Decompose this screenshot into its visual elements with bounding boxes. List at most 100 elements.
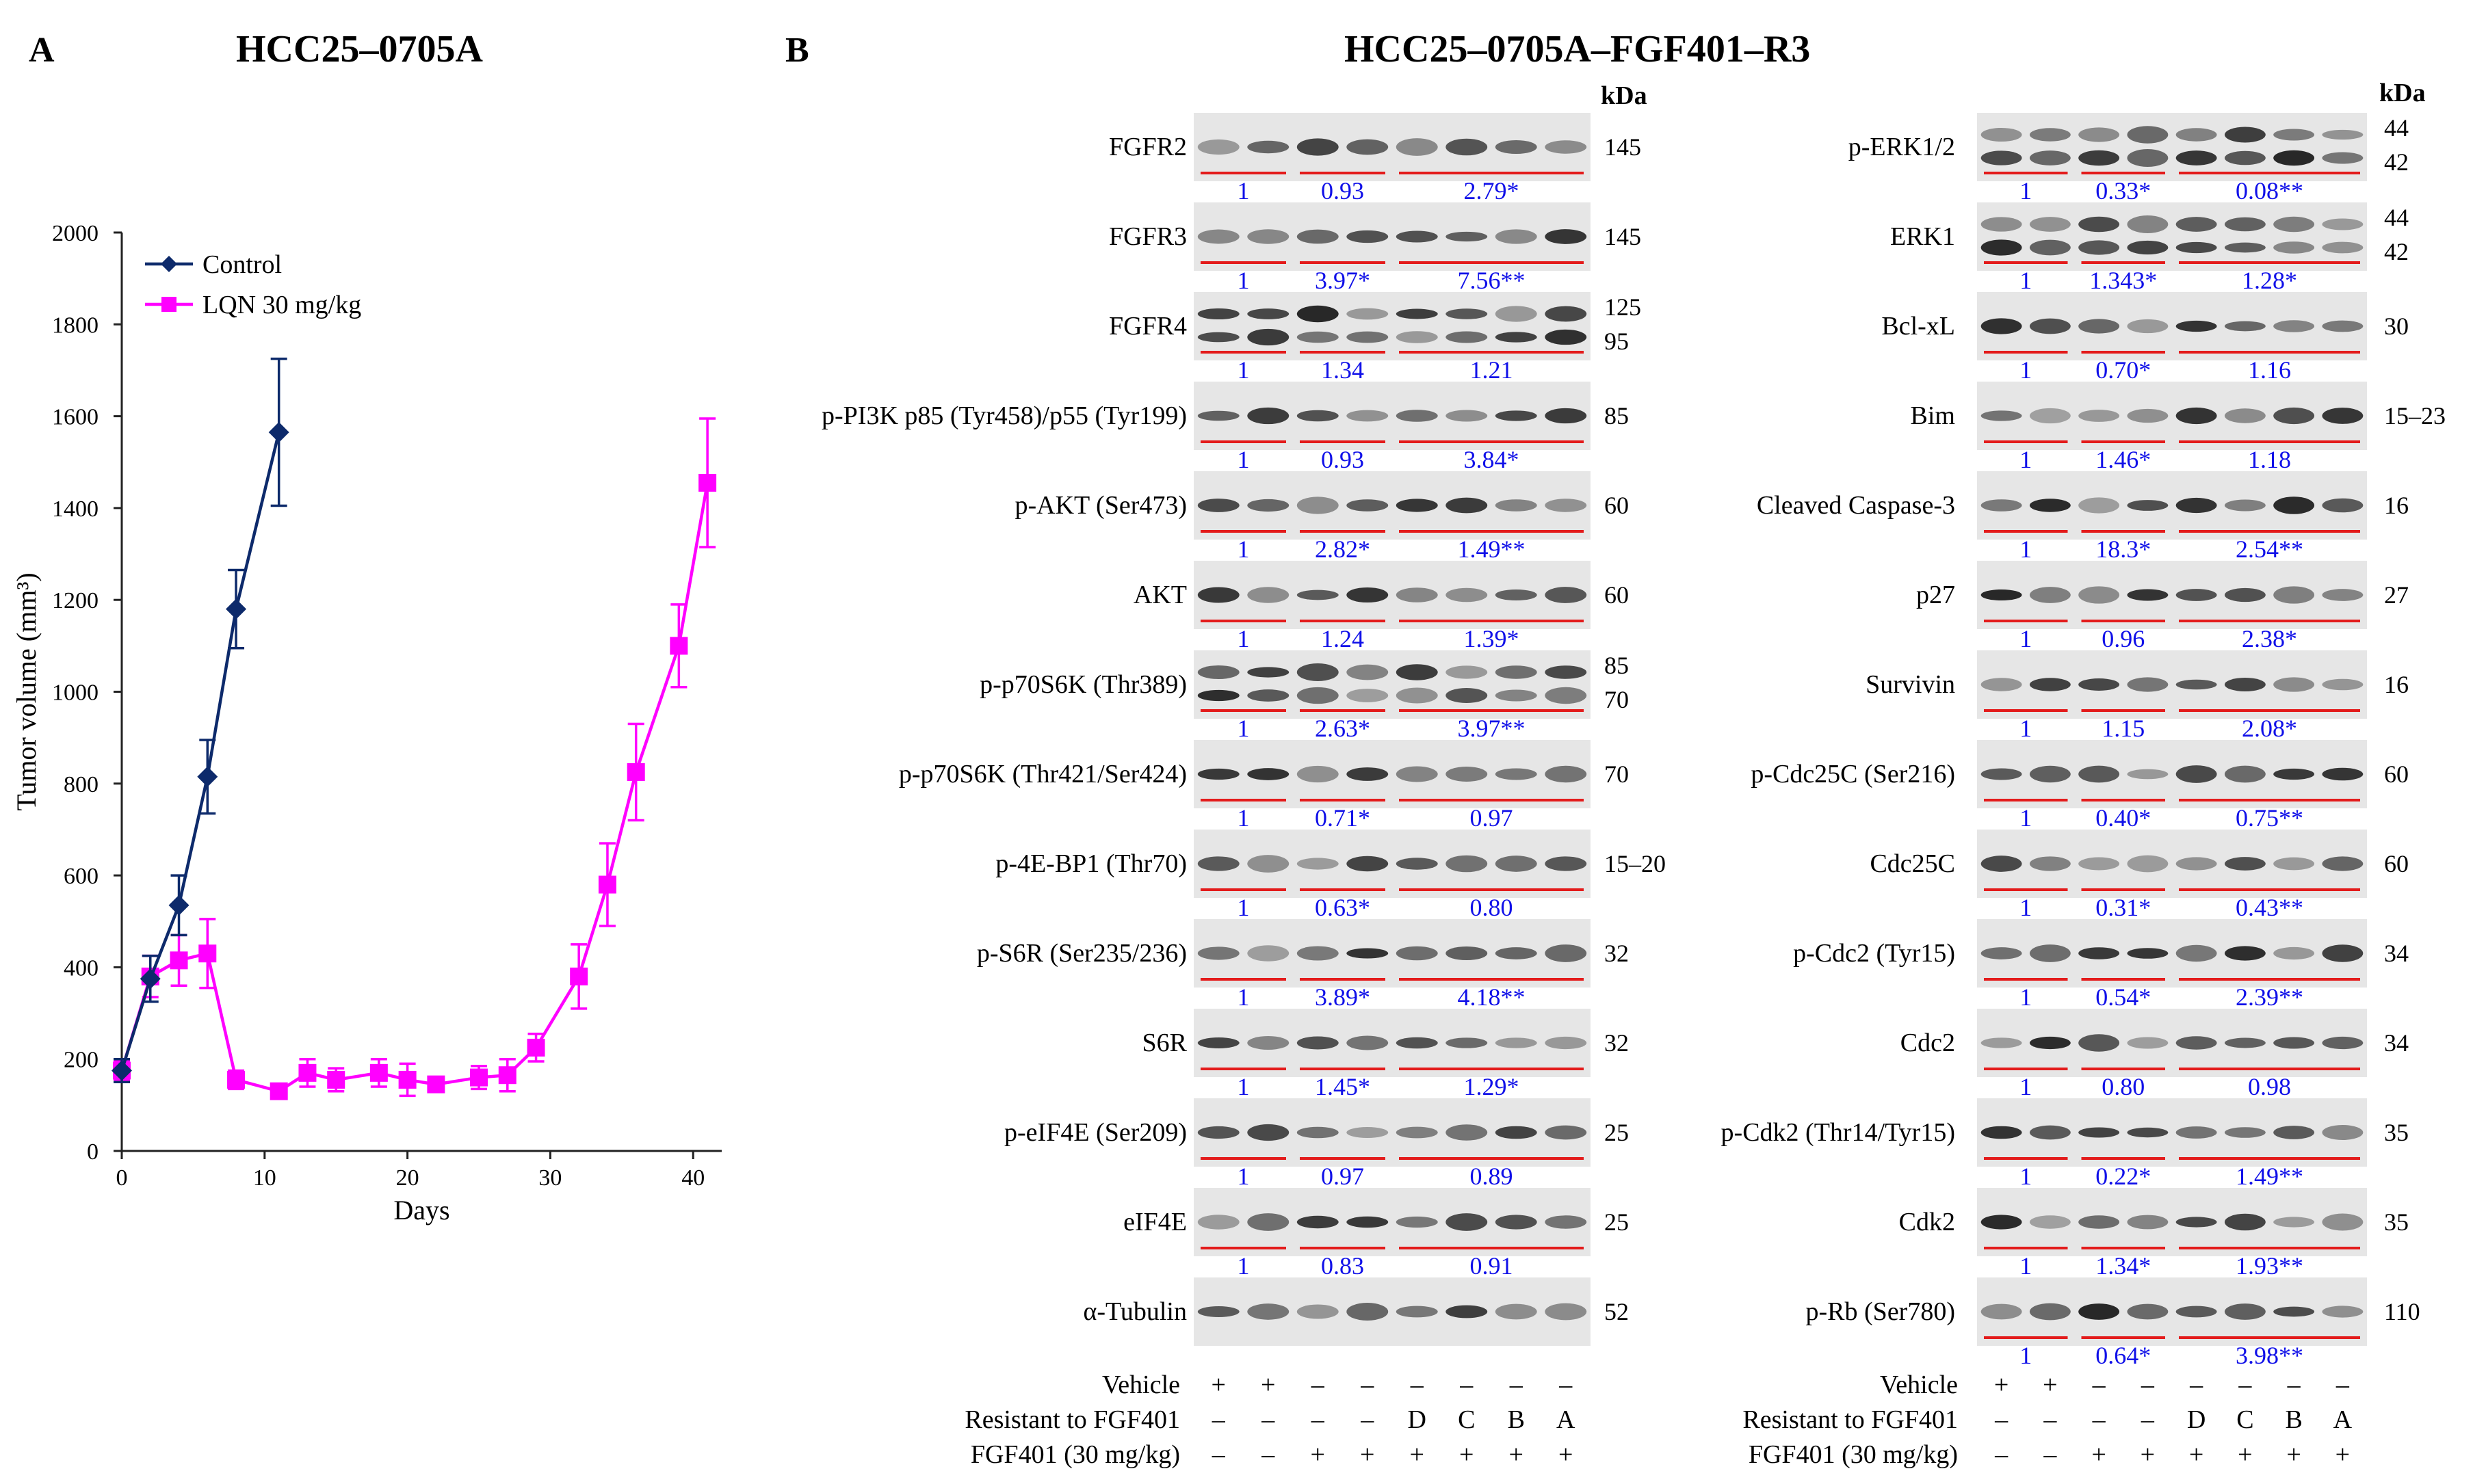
blot-band (1545, 140, 1587, 154)
blot-band (2078, 857, 2120, 871)
y-tick-label: 2000 (52, 221, 99, 246)
data-point (268, 422, 289, 443)
quant-value: 0.43** (2236, 894, 2303, 921)
blot-band (2224, 127, 2266, 143)
blot-band (2078, 1215, 2120, 1229)
data-point (140, 968, 161, 990)
blot-band (1247, 140, 1290, 154)
blot-band (2224, 321, 2266, 332)
blot-band (1980, 127, 2022, 142)
data-point (369, 1063, 388, 1082)
data-point (270, 1082, 288, 1100)
condition-value: + (1360, 1440, 1374, 1469)
kda-value: 34 (2384, 940, 2409, 967)
condition-value: – (1212, 1405, 1226, 1434)
blot-membrane (1194, 202, 1591, 271)
blot-band (2175, 1306, 2217, 1318)
quant-value: 1 (2019, 983, 2032, 1011)
quant-value: 0.97 (1470, 804, 1513, 832)
blot-band (1545, 687, 1587, 704)
quant-value: 1.16 (2248, 356, 2291, 384)
blot-band (2322, 1213, 2364, 1231)
blot-band (1545, 665, 1587, 679)
blot-band (1247, 1124, 1290, 1141)
blot-band (2175, 679, 2217, 690)
blot-band (1396, 664, 1438, 680)
blot-band (2175, 407, 2217, 425)
blot-band (1396, 687, 1438, 704)
quant-value: 0.91 (1470, 1252, 1513, 1280)
blot-row: p-AKT (Ser473) 60 1 2.82* 1.49** (1015, 471, 1629, 563)
quant-value: 1.39* (1464, 625, 1519, 652)
quant-value: 1 (2019, 625, 2032, 652)
blot-band (2224, 1037, 2266, 1048)
blot-band (2078, 1034, 2120, 1052)
blot-band (1495, 768, 1537, 780)
blot-band (1396, 410, 1438, 422)
quant-value: 2.54** (2236, 535, 2303, 563)
blot-band (1197, 946, 1240, 960)
blot-row: Cdc25C 60 1 0.31* 0.43** (1870, 830, 2409, 921)
blot-membrane (1194, 292, 1591, 360)
blot-row: α-Tubulin 52 (1083, 1277, 1629, 1346)
quant-value: 1 (2019, 446, 2032, 473)
blot-band (1980, 678, 2022, 691)
blot-band (1495, 589, 1537, 601)
blot-band (1495, 410, 1537, 421)
panel-b-title: HCC25–0705A–FGF401–R3 (1344, 28, 1810, 70)
kda-value: 42 (2384, 238, 2409, 265)
legend-label: Control (202, 250, 282, 279)
quant-value: 1 (1238, 983, 1250, 1011)
y-tick-label: 600 (64, 864, 99, 889)
blot-band (1346, 1216, 1389, 1228)
blot-band (1545, 408, 1587, 424)
blot-label: FGFR2 (1109, 133, 1187, 161)
condition-label: Resistant to FGF401 (965, 1405, 1180, 1434)
blot-band (1445, 497, 1488, 514)
blot-band (2273, 1306, 2315, 1317)
blot-band (1545, 765, 1587, 783)
blot-row: FGFR4 125 95 1 1.34 1.21 (1109, 292, 1641, 384)
blot-band (2322, 152, 2364, 164)
x-axis-title: Days (393, 1195, 449, 1225)
blot-band (1197, 499, 1240, 512)
blot-band (2127, 1037, 2169, 1049)
blot-band (2273, 1217, 2315, 1228)
data-point (170, 951, 188, 970)
blot-band (1396, 1037, 1438, 1049)
series-line (120, 482, 709, 1094)
blot-row: ERK1 44 42 1 1.343* 1.28* (1890, 202, 2409, 294)
blot-band (1296, 1215, 1339, 1229)
data-point (698, 473, 717, 492)
y-axis-title: Tumor volume (mm³) (11, 572, 42, 810)
blot-band (1545, 329, 1587, 345)
blot-band (1495, 499, 1537, 512)
data-point (197, 766, 218, 787)
blot-band (2127, 215, 2169, 233)
blot-band (2175, 1036, 2217, 1050)
blot-band (2029, 128, 2071, 142)
blot-row: p-eIF4E (Ser209) 25 1 0.97 0.89 (1004, 1098, 1629, 1190)
kda-header-left: kDa (1601, 81, 1647, 110)
blot-band (2078, 1127, 2120, 1138)
blot-band (2273, 241, 2315, 254)
blot-band (1545, 499, 1587, 512)
blot-band (1247, 689, 1290, 702)
blot-band (1980, 318, 2022, 334)
kda-value: 16 (2384, 671, 2409, 698)
quant-value: 3.98** (2236, 1342, 2303, 1369)
blot-band (1495, 947, 1537, 959)
blot-band (2127, 1303, 2169, 1320)
data-point (627, 763, 645, 782)
blot-band (1445, 1305, 1488, 1319)
condition-value: + (2141, 1440, 2155, 1469)
blot-band (2224, 408, 2266, 423)
kda-value: 30 (2384, 313, 2409, 340)
blot-label: FGFR3 (1109, 222, 1187, 251)
blot-band (2029, 856, 2071, 871)
blot-band (1445, 665, 1488, 679)
quant-value: 1 (1238, 715, 1250, 742)
blot-band (1346, 499, 1389, 512)
blot-row: p-Cdk2 (Thr14/Tyr15) 35 1 0.22* 1.49** (1721, 1098, 2409, 1190)
blot-band (1247, 768, 1290, 780)
